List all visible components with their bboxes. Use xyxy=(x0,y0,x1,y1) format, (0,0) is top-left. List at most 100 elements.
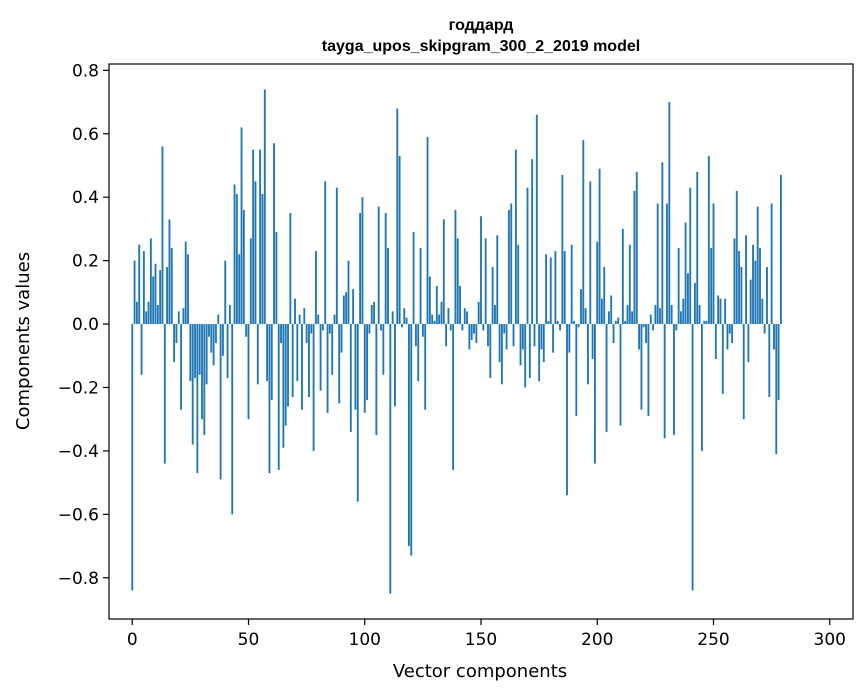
bar-190 xyxy=(573,320,575,325)
bar-139 xyxy=(454,209,457,325)
bar-128 xyxy=(428,276,431,325)
bar-89 xyxy=(338,324,341,404)
bar-62 xyxy=(275,232,278,325)
bar-80 xyxy=(317,314,320,325)
bar-61 xyxy=(273,143,275,325)
bar-254 xyxy=(721,324,724,394)
bar-213 xyxy=(626,305,629,325)
bar-141 xyxy=(459,286,461,325)
bar-172 xyxy=(531,159,534,325)
bar-169 xyxy=(524,324,527,388)
bar-35 xyxy=(212,324,215,366)
y-tick-label-0: −0.8 xyxy=(58,569,99,589)
bar-269 xyxy=(756,206,759,325)
bar-25 xyxy=(189,324,192,382)
bar-245 xyxy=(700,324,703,451)
bar-47 xyxy=(240,127,243,325)
bar-205 xyxy=(607,311,610,325)
bar-11 xyxy=(156,305,159,325)
bar-8 xyxy=(149,238,152,325)
bar-272 xyxy=(763,324,766,334)
bar-246 xyxy=(703,320,706,325)
bar-221 xyxy=(645,324,648,344)
bar-179 xyxy=(547,320,550,325)
bar-159 xyxy=(500,324,503,385)
bar-160 xyxy=(503,324,506,334)
bar-23 xyxy=(184,241,187,325)
bar-92 xyxy=(345,292,348,325)
bar-156 xyxy=(494,305,496,325)
bar-121 xyxy=(412,232,415,325)
bar-165 xyxy=(514,149,517,325)
bar-268 xyxy=(754,260,757,325)
bar-182 xyxy=(554,251,557,325)
bar-149 xyxy=(477,301,480,325)
bar-212 xyxy=(624,320,627,325)
bar-140 xyxy=(456,238,459,325)
bar-250 xyxy=(712,203,715,325)
bar-76 xyxy=(308,324,310,397)
x-tick-label-250: 250 xyxy=(697,630,729,650)
bar-251 xyxy=(714,324,717,359)
bar-18 xyxy=(173,324,176,363)
bar-71 xyxy=(296,324,299,382)
x-axis-label: Vector components xyxy=(393,661,567,682)
bar-63 xyxy=(277,324,280,470)
bar-45 xyxy=(235,194,238,325)
bar-99 xyxy=(361,197,364,325)
bar-219 xyxy=(640,324,643,410)
bar-263 xyxy=(742,324,745,420)
bar-20 xyxy=(177,311,180,325)
bar-10 xyxy=(154,263,157,325)
bar-44 xyxy=(233,184,236,325)
bar-102 xyxy=(368,324,371,334)
bar-29 xyxy=(198,324,201,375)
y-axis-label: Components values xyxy=(13,252,34,430)
bar-98 xyxy=(359,213,362,325)
y-tick-label-5: 0.2 xyxy=(72,252,99,272)
bar-247 xyxy=(705,320,708,325)
bar-188 xyxy=(568,324,571,353)
bar-116 xyxy=(401,324,403,328)
bar-148 xyxy=(475,324,478,344)
bar-216 xyxy=(633,190,636,325)
bar-195 xyxy=(584,308,587,325)
bar-70 xyxy=(294,298,296,325)
bar-40 xyxy=(224,260,227,325)
bar-142 xyxy=(461,324,464,331)
bar-55 xyxy=(259,149,262,325)
bar-131 xyxy=(435,286,438,325)
bar-146 xyxy=(470,324,473,340)
bar-103 xyxy=(370,305,373,325)
bar-252 xyxy=(717,295,720,325)
bar-83 xyxy=(324,181,327,325)
bar-108 xyxy=(382,324,385,375)
bar-49 xyxy=(245,324,248,337)
x-tick-label-50: 50 xyxy=(238,630,260,650)
bar-147 xyxy=(473,324,475,334)
bar-157 xyxy=(496,235,499,325)
bar-14 xyxy=(163,324,166,464)
bar-241 xyxy=(691,324,694,591)
bar-275 xyxy=(770,203,773,325)
bar-198 xyxy=(591,324,594,359)
bar-264 xyxy=(745,235,747,325)
bar-259 xyxy=(733,238,736,325)
bar-210 xyxy=(619,324,622,426)
bar-94 xyxy=(349,324,352,432)
bar-26 xyxy=(191,324,194,445)
bar-19 xyxy=(175,324,178,344)
bar-127 xyxy=(426,136,429,325)
bar-112 xyxy=(391,311,394,325)
bar-279 xyxy=(780,175,782,325)
bar-258 xyxy=(731,324,734,344)
bar-273 xyxy=(766,266,768,325)
bar-194 xyxy=(582,140,585,325)
bar-166 xyxy=(517,244,520,325)
bar-130 xyxy=(433,320,436,325)
bar-24 xyxy=(187,254,189,325)
bar-225 xyxy=(654,305,657,325)
bar-211 xyxy=(621,228,624,325)
bar-126 xyxy=(424,324,427,410)
bar-31 xyxy=(203,324,206,436)
